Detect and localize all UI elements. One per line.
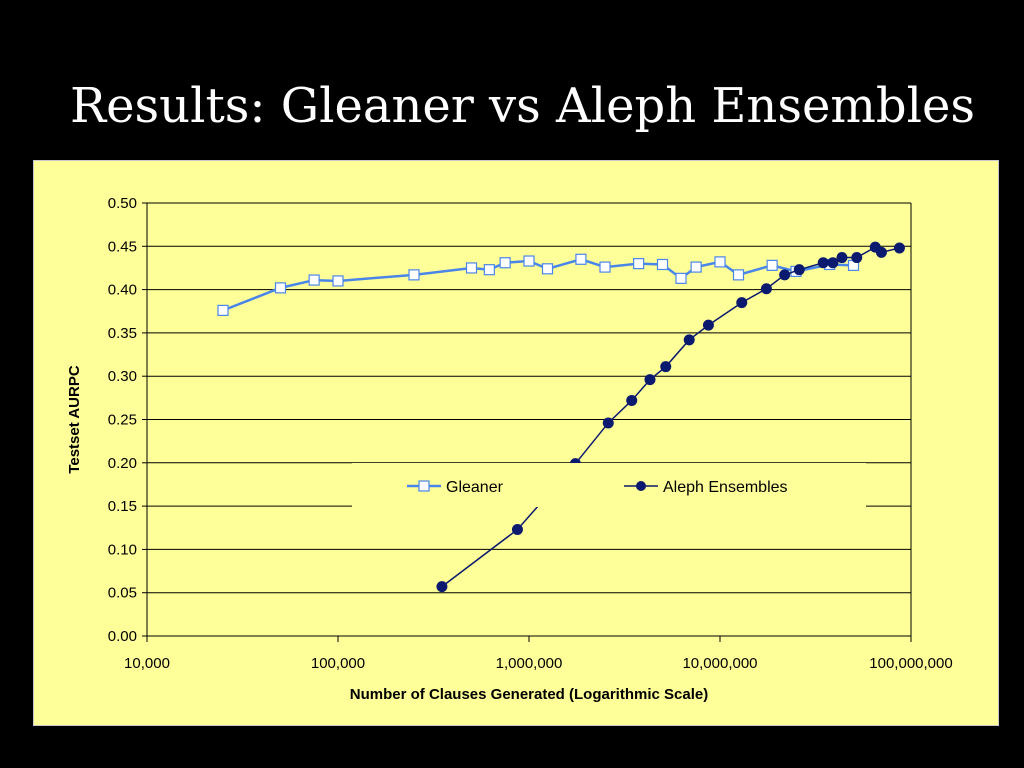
data-point <box>602 417 614 429</box>
data-point <box>408 269 420 281</box>
data-point <box>714 256 726 268</box>
data-point <box>541 263 554 275</box>
data-point <box>436 581 448 593</box>
data-point <box>836 252 848 264</box>
series-gleaner <box>217 253 860 316</box>
data-point <box>511 523 523 535</box>
y-tick-label: 0.40 <box>108 282 137 299</box>
data-point <box>675 272 687 284</box>
data-point <box>736 297 748 309</box>
data-point <box>332 275 344 287</box>
x-tick-label: 100,000 <box>311 655 365 672</box>
data-point <box>851 252 863 264</box>
y-tick-label: 0.30 <box>108 368 137 385</box>
y-tick-label: 0.20 <box>108 455 137 472</box>
data-point <box>483 264 495 276</box>
data-point <box>683 334 695 346</box>
line-chart: 0.00 0.05 0.10 0.15 0.20 0.25 0.30 0.35 0.40 0.45… <box>66 195 953 703</box>
x-tick-label: 1,000,000 <box>496 655 563 672</box>
data-point <box>827 257 839 269</box>
series <box>217 241 905 593</box>
x-tick-label: 10,000 <box>124 655 170 672</box>
legend-marker <box>418 480 430 492</box>
data-point <box>523 255 535 267</box>
y-tick-label: 0.45 <box>108 238 137 255</box>
data-point <box>690 261 702 273</box>
y-tick-label: 0.15 <box>108 498 137 515</box>
data-point <box>893 242 905 254</box>
data-point <box>760 283 772 295</box>
x-tick-label: 10,000,000 <box>682 655 757 672</box>
legend-label: Gleaner <box>446 479 504 496</box>
y-axis-title: Testset AURPC <box>66 365 83 474</box>
series-line <box>222 257 854 312</box>
data-point <box>766 259 778 271</box>
legend-label: Aleph Ensembles <box>663 479 788 496</box>
data-point <box>644 374 656 386</box>
x-axis-title: Number of Clauses Generated (Logarithmic… <box>350 686 708 703</box>
y-tick-label: 0.35 <box>108 325 137 342</box>
y-tick-label: 0.50 <box>108 195 137 212</box>
data-point <box>656 258 669 271</box>
y-tick-label: 0.10 <box>108 541 137 558</box>
data-point <box>575 253 587 265</box>
series-aleph-ensembles <box>436 241 905 593</box>
data-point <box>732 269 745 281</box>
slide-title: Results: Gleaner vs Aleph Ensembles <box>70 78 975 134</box>
data-point <box>499 257 511 269</box>
series-line <box>441 246 900 588</box>
data-point <box>217 304 229 316</box>
legend: Gleaner Aleph Ensembles <box>352 463 866 507</box>
y-tick-label: 0.00 <box>108 628 137 645</box>
data-point <box>702 319 714 331</box>
legend-marker <box>636 481 646 491</box>
x-tick-label: 100,000,000 <box>869 655 952 672</box>
data-point <box>875 246 887 258</box>
data-point <box>274 282 287 294</box>
y-tick-label: 0.05 <box>108 585 137 602</box>
data-point <box>633 258 645 270</box>
chart-panel: 0.00 0.05 0.10 0.15 0.20 0.25 0.30 0.35 0.40 0.45… <box>33 160 999 726</box>
gridlines <box>147 202 911 637</box>
data-point <box>626 394 638 406</box>
data-point <box>660 361 672 373</box>
data-point <box>308 274 320 286</box>
data-point <box>599 261 611 273</box>
y-tick-label: 0.25 <box>108 412 137 429</box>
axes: 0.00 0.05 0.10 0.15 0.20 0.25 0.30 0.35 0.40 0.45… <box>108 195 953 672</box>
data-point <box>793 264 805 276</box>
data-point <box>779 269 791 281</box>
data-point <box>465 262 478 274</box>
data-point <box>817 257 829 269</box>
